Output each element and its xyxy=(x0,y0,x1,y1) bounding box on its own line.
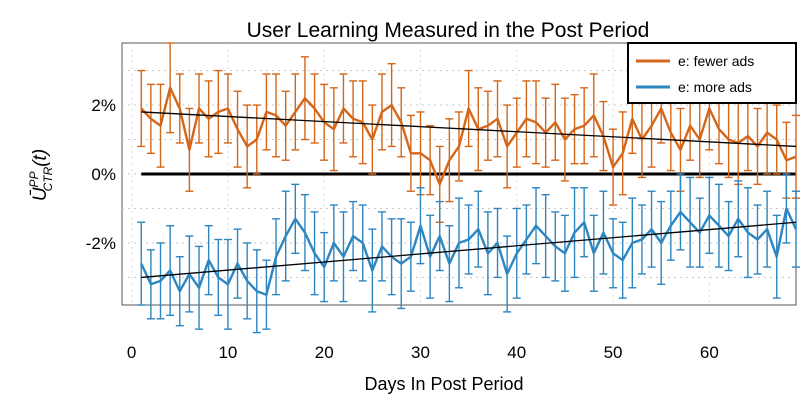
y-tick-labels: 2% 0% -2% xyxy=(86,96,116,253)
x-tick-label: 20 xyxy=(315,343,334,362)
legend-box xyxy=(627,42,797,104)
series-more-ads xyxy=(137,173,800,334)
y-tick-label: 0% xyxy=(91,165,116,184)
y-axis-label: ŪPPCTR(t) xyxy=(27,149,55,201)
series-line xyxy=(140,86,797,186)
series-line xyxy=(140,207,798,296)
legend: e: fewer ads e: more ads xyxy=(627,42,797,104)
x-axis-label: Days In Post Period xyxy=(364,374,523,394)
legend-label-more-ads: e: more ads xyxy=(678,79,752,95)
y-tick-label: -2% xyxy=(86,234,116,253)
x-tick-label: 60 xyxy=(700,343,719,362)
series-layer xyxy=(137,42,800,334)
trend-line xyxy=(141,111,797,148)
x-tick-label: 50 xyxy=(604,343,623,362)
legend-label-fewer-ads: e: fewer ads xyxy=(678,53,754,69)
x-tick-label: 40 xyxy=(507,343,526,362)
chart-title: User Learning Measured in the Post Perio… xyxy=(247,19,650,42)
x-tick-label: 0 xyxy=(127,343,136,362)
y-axis-label-sup: PP xyxy=(27,171,41,187)
x-tick-label: 10 xyxy=(218,343,237,362)
trend-line xyxy=(141,221,797,279)
y-axis-label-sub: CTR xyxy=(41,166,55,191)
svg-text:ŪPPCTR(t): ŪPPCTR(t) xyxy=(27,149,55,201)
y-tick-label: 2% xyxy=(91,96,116,115)
trend-layer xyxy=(141,111,797,279)
y-axis-label-arg: (t) xyxy=(30,149,51,167)
x-tick-label: 30 xyxy=(411,343,430,362)
series-fewer-ads xyxy=(137,42,800,223)
y-axis-label-base: Ū xyxy=(30,187,51,201)
x-tick-labels: 0 10 20 30 40 50 60 xyxy=(127,343,719,362)
